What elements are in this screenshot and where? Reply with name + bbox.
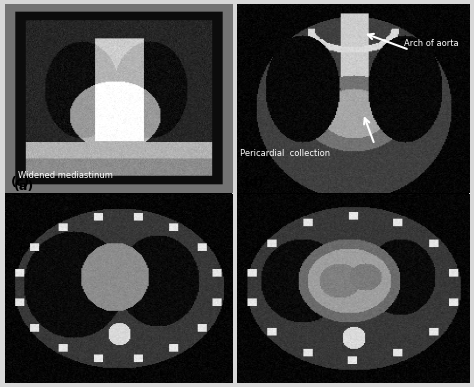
Text: Arch of aorta: Arch of aorta bbox=[404, 39, 458, 48]
Text: (d): (d) bbox=[243, 176, 264, 189]
Text: (c): (c) bbox=[11, 176, 30, 189]
Text: Pericardial  collection: Pericardial collection bbox=[240, 149, 330, 158]
Text: (a): (a) bbox=[14, 180, 34, 194]
Text: Widened mediastinum: Widened mediastinum bbox=[18, 171, 112, 180]
Text: (b): (b) bbox=[247, 199, 267, 212]
